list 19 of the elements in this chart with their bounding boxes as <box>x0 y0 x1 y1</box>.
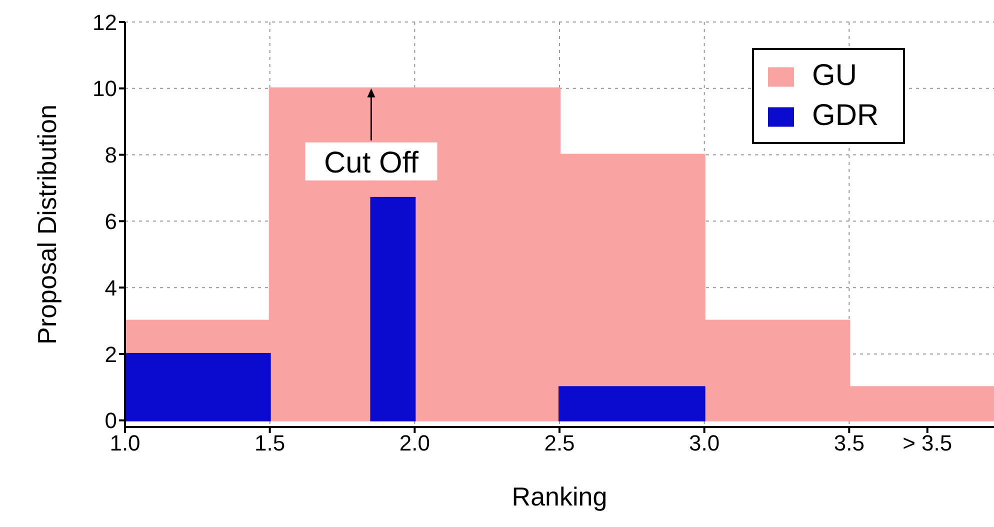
x-tick-label: 2.0 <box>399 430 430 456</box>
legend-label: GDR <box>812 99 879 132</box>
annotation: Cut Off <box>324 146 420 180</box>
y-tick-label: 2 <box>104 342 117 367</box>
x-tick-label: 1.5 <box>254 430 286 456</box>
y-tick-label: 12 <box>92 10 117 35</box>
y-tick-label: 6 <box>104 208 117 234</box>
x-tick-label: 2.5 <box>544 430 575 456</box>
y-tick-label: 10 <box>92 76 117 102</box>
x-tick-label: > 3.5 <box>902 430 952 456</box>
y-axis-title: Proposal Distribution <box>32 104 62 344</box>
legend-label: GU <box>812 59 857 92</box>
y-tick-label: 4 <box>104 275 117 300</box>
x-tick-label: 1.0 <box>110 430 140 456</box>
x-tick-label: 3.5 <box>834 430 864 456</box>
x-axis-title: Ranking <box>512 481 608 512</box>
y-tick-label: 0 <box>104 408 117 434</box>
y-tick-label: 8 <box>104 142 117 168</box>
x-tick-label: 3.0 <box>689 430 720 456</box>
